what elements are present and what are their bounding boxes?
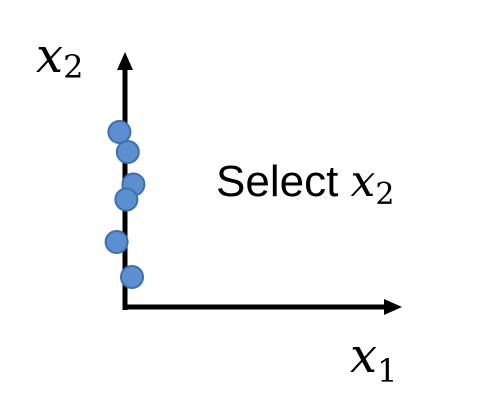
- x-axis-label-sub: 1: [377, 352, 397, 390]
- data-point-5: [104, 230, 129, 254]
- caption: Select x2: [216, 156, 394, 212]
- caption-sub: 2: [375, 177, 394, 212]
- data-points: [104, 120, 146, 289]
- x-axis-arrowhead: [384, 299, 402, 315]
- x-axis-label-var: x: [350, 328, 377, 384]
- y-axis-label-var: x: [36, 28, 63, 84]
- y-axis-label: x2: [36, 28, 83, 86]
- data-point-6: [120, 265, 144, 289]
- y-axis-label-sub: 2: [63, 48, 83, 86]
- x-axis-label: x1: [350, 328, 397, 390]
- caption-var: x: [351, 156, 376, 207]
- data-point-1: [107, 120, 132, 144]
- data-point-4: [114, 187, 139, 212]
- caption-prefix: Select: [216, 157, 351, 206]
- y-axis-arrowhead: [117, 52, 133, 70]
- data-point-2: [115, 140, 140, 164]
